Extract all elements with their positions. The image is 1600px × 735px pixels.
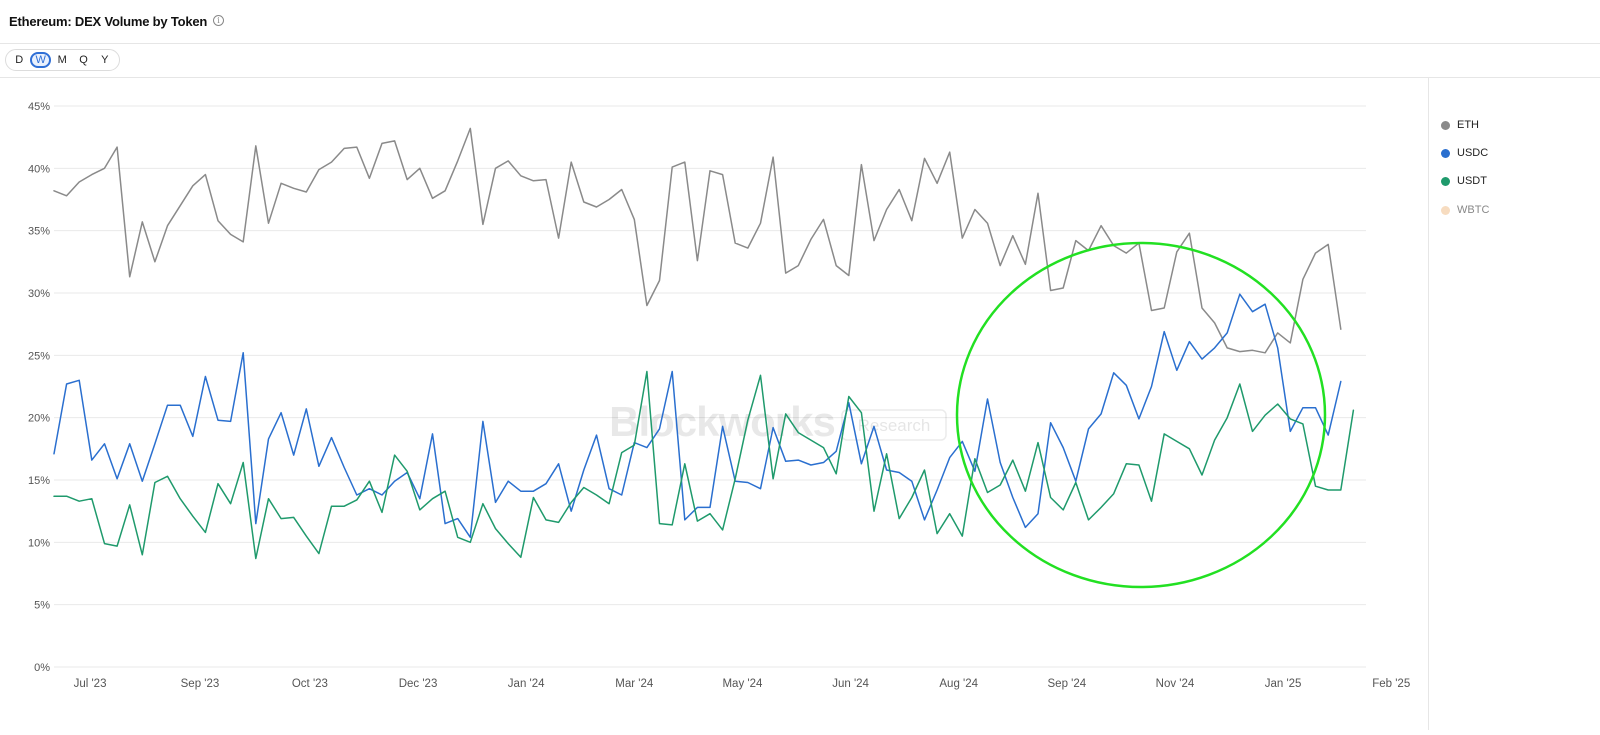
- legend: ETH USDC USDT WBTC: [1428, 78, 1600, 730]
- chart-title: Ethereum: DEX Volume by Token: [9, 14, 208, 29]
- range-button-quarter[interactable]: Q: [79, 54, 88, 66]
- series-line-usdt[interactable]: [53, 370, 1355, 560]
- info-icon[interactable]: i: [213, 15, 224, 26]
- x-tick-label: Jan '24: [508, 678, 545, 690]
- legend-item-usdt[interactable]: USDT: [1441, 173, 1487, 189]
- legend-label: USDC: [1457, 147, 1489, 159]
- chart-area: 0% 5% 10% 15% 20% 25% 30% 35% 40% 45% Jul '23 Sep …: [0, 78, 1600, 730]
- legend-item-wbtc[interactable]: WBTC: [1441, 202, 1489, 218]
- x-tick-label: Sep '23: [181, 678, 220, 690]
- series-line-usdc[interactable]: [53, 293, 1342, 539]
- highlight-annotation-circle: [955, 241, 1327, 589]
- legend-dot: [1441, 120, 1450, 130]
- time-range-selector: D W M Q Y: [5, 49, 120, 71]
- legend-label: ETH: [1457, 119, 1479, 131]
- x-tick-label: Mar '24: [615, 678, 654, 690]
- y-tick-label: 15%: [28, 475, 50, 487]
- y-tick-label: 5%: [34, 600, 50, 612]
- x-tick-label: Aug '24: [939, 678, 978, 690]
- x-axis-ticks: Jul '23 Sep '23 Oct '23 Dec '23 Jan '24 Mar '…: [74, 678, 1600, 690]
- x-tick-label: Jan '25: [1265, 678, 1302, 690]
- grid-lines: [54, 105, 1366, 668]
- y-tick-label: 45%: [28, 101, 50, 113]
- x-tick-label: May '24: [722, 678, 763, 690]
- watermark-brand: Blockworks: [609, 398, 835, 445]
- watermark-sub: Research: [858, 416, 931, 435]
- y-tick-label: 10%: [28, 537, 50, 549]
- series-line-eth[interactable]: [53, 127, 1342, 354]
- toolbar: D W M Q Y: [0, 44, 1600, 78]
- legend-dot: [1441, 176, 1450, 186]
- x-tick-label: Sep '24: [1048, 678, 1087, 690]
- line-chart: 0% 5% 10% 15% 20% 25% 30% 35% 40% 45% Jul '23 Sep …: [28, 101, 1600, 690]
- x-tick-label: Feb '25: [1372, 678, 1410, 690]
- x-tick-label: Dec '23: [399, 678, 438, 690]
- y-tick-label: 35%: [28, 226, 50, 238]
- y-tick-label: 40%: [28, 163, 50, 175]
- range-button-year[interactable]: Y: [101, 54, 109, 66]
- y-axis-ticks: 0% 5% 10% 15% 20% 25% 30% 35% 40% 45%: [28, 101, 50, 674]
- series-lines: [53, 127, 1355, 560]
- x-tick-label: Jun '24: [832, 678, 869, 690]
- x-tick-label: Jul '23: [74, 678, 107, 690]
- legend-label: USDT: [1457, 175, 1487, 187]
- watermark-badge: [841, 409, 947, 441]
- legend-item-eth[interactable]: ETH: [1441, 117, 1479, 133]
- range-button-day[interactable]: D: [15, 54, 24, 66]
- legend-item-usdc[interactable]: USDC: [1441, 145, 1488, 161]
- range-button-week[interactable]: W: [30, 52, 51, 68]
- x-tick-label: Nov '24: [1156, 678, 1195, 690]
- y-tick-label: 25%: [28, 350, 50, 362]
- x-tick-label: Oct '23: [292, 678, 328, 690]
- legend-label: WBTC: [1457, 204, 1490, 216]
- y-tick-label: 30%: [28, 288, 50, 300]
- chart-header: Ethereum: DEX Volume by Token i: [0, 0, 1600, 44]
- range-button-month[interactable]: M: [57, 54, 67, 66]
- legend-dot: [1441, 205, 1450, 215]
- legend-dot: [1441, 148, 1450, 158]
- y-tick-label: 0%: [34, 662, 50, 674]
- y-tick-label: 20%: [28, 413, 50, 425]
